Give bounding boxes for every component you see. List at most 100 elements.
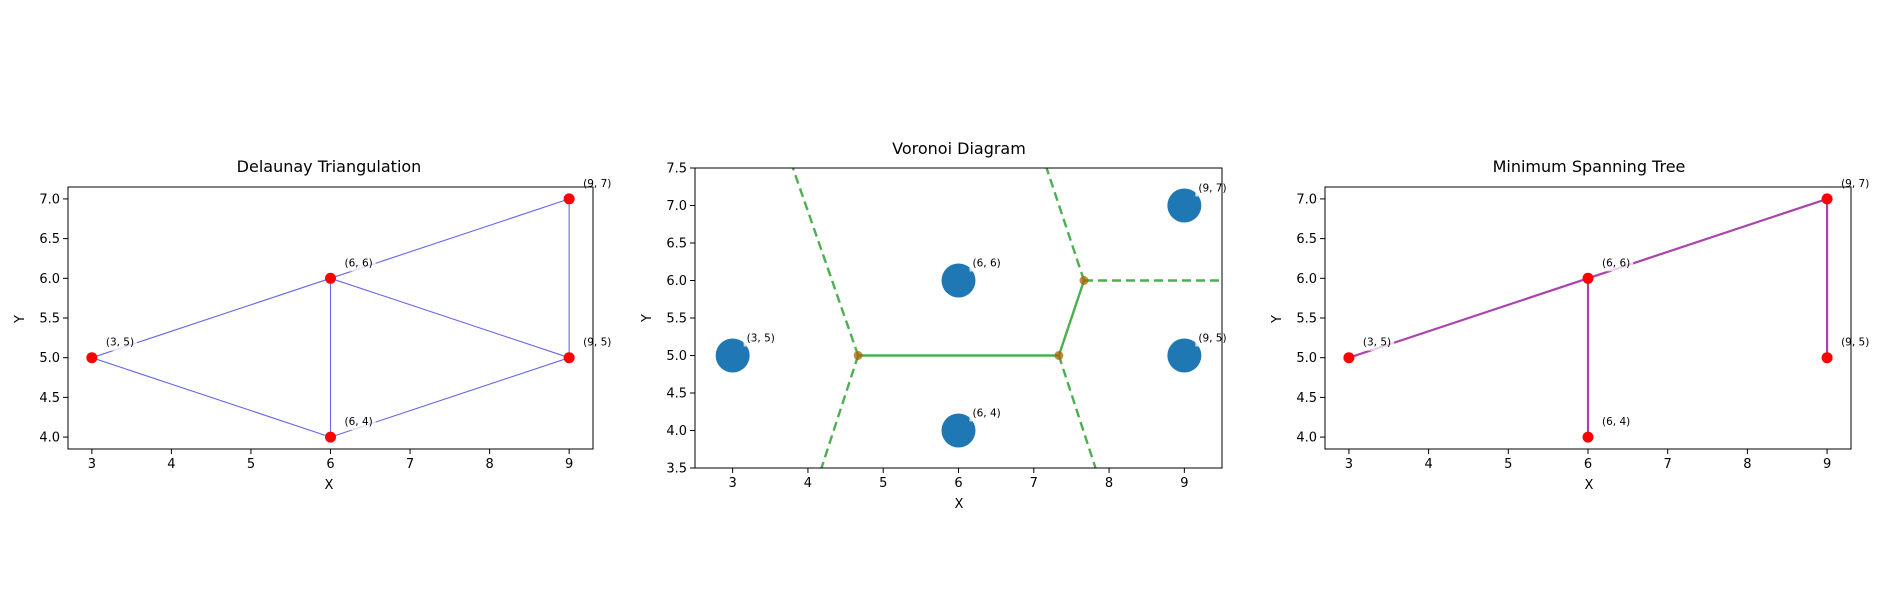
y-tick-label: 5.5: [39, 312, 60, 327]
point-label: (9, 7): [583, 178, 611, 190]
y-tick-label: 7.5: [666, 162, 687, 177]
graph-edge: [330, 277, 570, 359]
mst-panel: Minimum Spanning Tree X Y (3, 5) (6, 6) (6…: [1270, 157, 1873, 493]
x-tick-label: 5: [1504, 457, 1512, 472]
data-point: [941, 263, 976, 298]
point-label: (6, 6): [345, 257, 373, 269]
data-point: [715, 338, 750, 373]
y-tick-label: 4.0: [39, 431, 60, 446]
x-tick-label: 7: [1030, 476, 1038, 491]
y-tick-label: 5.0: [1296, 351, 1317, 366]
x-tick-label: 4: [167, 457, 175, 472]
data-point: [325, 431, 336, 443]
point-label: (6, 6): [973, 258, 1001, 270]
point-label-background: [1195, 180, 1230, 197]
point-label-background: [1359, 334, 1395, 351]
data-point: [325, 272, 336, 284]
x-tick-label: 9: [1823, 457, 1831, 472]
x-tick-label: 5: [879, 476, 887, 491]
voronoi-vertex: [1054, 351, 1064, 360]
point-label-background: [1838, 175, 1873, 192]
y-tick-label: 3.5: [666, 462, 687, 477]
x-tick-label: 4: [804, 476, 812, 491]
x-tick-label: 7: [1664, 457, 1672, 472]
point-label-background: [341, 414, 376, 431]
point-label-background: [1599, 255, 1634, 272]
point-label-background: [969, 255, 1004, 272]
y-tick-label: 4.5: [1296, 391, 1317, 406]
point-label-background: [969, 405, 1004, 422]
plot-area: (3, 5) (6, 6) (6, 4) (9, 7) (9, 5) 3 4 5 6 7 8 9 4.0…: [39, 175, 615, 472]
y-tick-label: 4.0: [1296, 431, 1317, 446]
point-label: (6, 4): [1602, 416, 1630, 428]
x-tick-label: 9: [1180, 476, 1188, 491]
point-label: (9, 5): [1841, 337, 1869, 349]
chart-title: Delaunay Triangulation: [237, 157, 422, 176]
point-label-background: [580, 334, 615, 351]
point-label: (9, 7): [1198, 183, 1226, 195]
point-label: (3, 5): [1363, 337, 1391, 349]
y-tick-label: 5.0: [39, 351, 60, 366]
point-label: (9, 5): [583, 337, 611, 349]
delaunay-panel: Delaunay Triangulation X Y (3, 5)(6, 6)(…: [13, 157, 615, 493]
plot-content: [1348, 197, 1829, 438]
x-tick-label: 3: [88, 457, 96, 472]
point-label-background: [743, 330, 778, 347]
y-tick-label: 5.5: [1296, 312, 1317, 327]
x-tick-label: 3: [729, 476, 737, 491]
chart-title: Minimum Spanning Tree: [1493, 157, 1686, 176]
point-label: (3, 5): [106, 337, 134, 349]
plot-area: (3, 5) (6, 6) (6, 4) (9, 7) (9, 5) 3 4 5 6 7 8 9 4.0…: [1296, 175, 1873, 472]
data-point: [1582, 431, 1594, 443]
data-point: [941, 413, 976, 448]
voronoi-vertex: [1079, 276, 1089, 285]
y-tick-label: 6.5: [39, 232, 60, 247]
data-point: [86, 352, 98, 364]
point-label: (6, 6): [1602, 257, 1630, 269]
point-label-background: [1838, 334, 1873, 351]
x-axis-label: X: [955, 497, 964, 512]
data-point: [1582, 272, 1594, 284]
data-point: [1821, 193, 1833, 205]
x-axis-label: X: [1585, 478, 1594, 493]
data-point: [563, 352, 575, 364]
y-tick-label: 6.5: [1296, 232, 1317, 247]
plot-content: [791, 168, 1222, 468]
y-axis-label: Y: [1270, 315, 1285, 324]
data-point: [1167, 338, 1202, 373]
y-tick-label: 7.0: [666, 199, 687, 214]
voronoi-ridge-dashed: [791, 168, 860, 356]
x-tick-label: 7: [406, 457, 414, 472]
y-tick-label: 4.5: [666, 387, 687, 402]
y-tick-label: 6.0: [1296, 272, 1317, 287]
voronoi-vertex: [853, 351, 863, 360]
x-tick-label: 6: [954, 476, 962, 491]
point-label-background: [1599, 414, 1634, 431]
plot-content: [91, 198, 570, 438]
data-point: [1167, 188, 1202, 223]
y-tick-label: 7.0: [1296, 192, 1317, 207]
point-label-background: [341, 255, 376, 272]
x-tick-label: 8: [485, 457, 493, 472]
x-tick-label: 5: [247, 457, 255, 472]
voronoi-ridge-dashed: [820, 355, 860, 468]
voronoi-ridge: [1057, 280, 1086, 356]
x-tick-label: 6: [1584, 457, 1592, 472]
y-tick-label: 4.5: [39, 391, 60, 406]
voronoi-panel: Voronoi Diagram X Y (3, 5) (6, 6) (6, 4) (9…: [640, 139, 1230, 512]
y-tick-label: 6.0: [39, 272, 60, 287]
y-tick-label: 6.0: [666, 274, 687, 289]
y-axis-label: Y: [13, 315, 28, 324]
point-label: (9, 5): [1198, 333, 1226, 345]
point-label-background: [1195, 330, 1230, 347]
x-tick-label: 6: [326, 457, 334, 472]
chart-title: Voronoi Diagram: [892, 139, 1026, 158]
x-tick-label: 3: [1345, 457, 1353, 472]
voronoi-ridge-dashed: [1057, 355, 1097, 468]
point-label: (6, 4): [345, 416, 373, 428]
y-tick-label: 7.0: [39, 192, 60, 207]
y-tick-label: 4.0: [666, 424, 687, 439]
data-point: [1343, 352, 1355, 364]
y-axis-label: Y: [640, 314, 655, 323]
point-label: (3, 5): [747, 333, 775, 345]
